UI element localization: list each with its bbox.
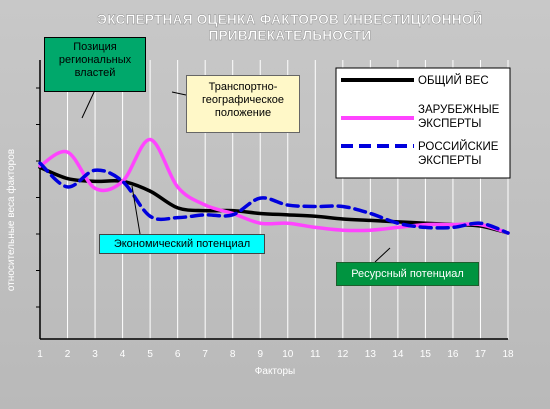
x-tick-label-14: 14 bbox=[392, 349, 404, 360]
legend-label-foreign-1: ЗАРУБЕЖНЫЕ bbox=[418, 104, 500, 116]
y-axis-label: относительные веса факторов bbox=[5, 149, 17, 291]
legend-label-russian-2: ЭКСПЕРТЫ bbox=[418, 155, 481, 167]
callout-resource-text: Ресурсный потенциал bbox=[351, 268, 464, 280]
series-line-foreign bbox=[38, 137, 510, 235]
x-tick-labels: 1 2 3 4 5 6 7 8 9 10 11 12 13 14 15 16 17 18 bbox=[37, 349, 514, 360]
callout-transport-geography: Транспортно-географическое положение bbox=[186, 75, 300, 133]
callout-regional-text: Позиция региональных властей bbox=[58, 41, 132, 79]
x-tick-label-16: 16 bbox=[447, 349, 459, 360]
legend-box bbox=[335, 67, 511, 179]
x-tick-label-1: 1 bbox=[37, 349, 43, 360]
legend-label-russian-1: РОССИЙСКИЕ bbox=[418, 140, 499, 153]
x-tick-label-4: 4 bbox=[120, 349, 126, 360]
x-tick-label-17: 17 bbox=[475, 349, 487, 360]
callout-economic-potential: Экономический потенциал bbox=[99, 234, 265, 254]
x-tick-label-8: 8 bbox=[230, 349, 236, 360]
callout-regional-authorities: Позиция региональных властей bbox=[44, 37, 146, 92]
x-tick-label-12: 12 bbox=[337, 349, 349, 360]
x-axis-label: Факторы bbox=[255, 366, 295, 377]
x-tick-label-2: 2 bbox=[65, 349, 71, 360]
x-tick-label-3: 3 bbox=[92, 349, 98, 360]
x-tick-label-13: 13 bbox=[365, 349, 377, 360]
pointer-resource bbox=[374, 247, 391, 263]
series-lines bbox=[38, 137, 510, 235]
x-tick-label-6: 6 bbox=[175, 349, 181, 360]
callout-transport-text: Транспортно-географическое положение bbox=[202, 81, 284, 119]
callout-resource-potential: Ресурсный потенциал bbox=[336, 262, 479, 286]
x-tick-label-11: 11 bbox=[310, 349, 321, 360]
x-tick-label-7: 7 bbox=[202, 349, 208, 360]
x-tick-label-10: 10 bbox=[282, 349, 294, 360]
legend-label-total: ОБЩИЙ ВЕС bbox=[418, 74, 489, 87]
x-tick-label-9: 9 bbox=[257, 349, 263, 360]
legend: ОБЩИЙ ВЕС ЗАРУБЕЖНЫЕ ЭКСПЕРТЫ РОССИЙСКИЕ… bbox=[335, 67, 511, 179]
callout-pointers bbox=[81, 89, 391, 263]
chart-title-line-2: ПРИВЛЕКАТЕЛЬНОСТИ bbox=[209, 28, 372, 43]
x-tick-label-5: 5 bbox=[147, 349, 153, 360]
pointer-regional bbox=[81, 89, 96, 119]
x-tick-label-18: 18 bbox=[502, 349, 514, 360]
chart-title-line-1: ЭКСПЕРТНАЯ ОЦЕНКА ФАКТОРОВ ИНВЕСТИЦИОННО… bbox=[97, 12, 482, 27]
x-tick-label-15: 15 bbox=[420, 349, 432, 360]
pointer-economic bbox=[131, 185, 141, 235]
series-line-russian bbox=[38, 161, 510, 235]
legend-label-foreign-2: ЭКСПЕРТЫ bbox=[418, 118, 481, 130]
callout-economic-text: Экономический потенциал bbox=[113, 238, 251, 250]
pointer-transport bbox=[171, 91, 187, 96]
axes bbox=[36, 60, 508, 340]
